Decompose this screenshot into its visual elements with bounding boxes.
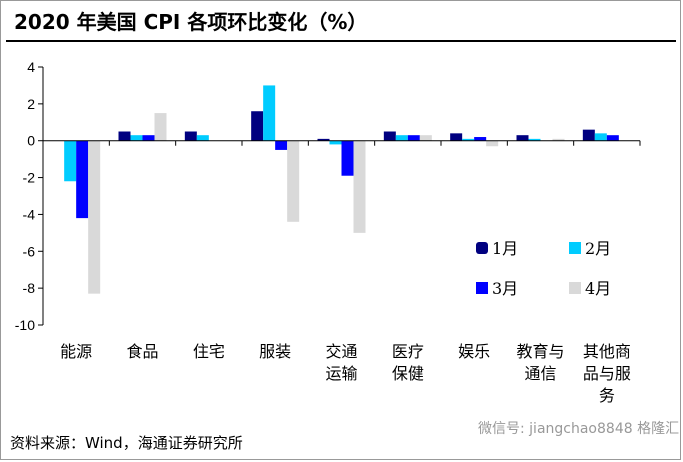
bar-1月 [383, 131, 396, 141]
chart-title: 2020 年美国 CPI 各项环比变化（%） [6, 2, 676, 42]
x-tick-label: 其他商 [583, 342, 631, 361]
bar-4月 [88, 140, 101, 294]
bar-4月 [287, 140, 300, 222]
bar-3月 [407, 135, 420, 141]
legend-label: 4月 [585, 279, 611, 298]
bar-2月 [263, 85, 276, 141]
y-tick-label: -2 [23, 170, 36, 186]
bar-2月 [64, 140, 77, 182]
y-tick-label: -8 [23, 280, 36, 296]
bar-2月 [528, 138, 541, 141]
legend-label: 3月 [492, 279, 518, 298]
x-tick-label: 通信 [524, 364, 556, 383]
bar-2月 [329, 140, 342, 145]
x-tick-label: 医疗 [392, 342, 424, 361]
bar-1月 [251, 111, 264, 141]
legend-swatch [569, 242, 581, 254]
bar-2月 [130, 135, 143, 141]
x-tick-label: 运输 [325, 364, 357, 383]
bar-1月 [582, 129, 595, 141]
legend-label: 2月 [585, 239, 611, 258]
bar-2月 [395, 135, 408, 141]
x-tick-label: 食品 [126, 342, 158, 361]
bar-3月 [341, 140, 354, 176]
y-tick-label: 2 [27, 96, 35, 112]
legend-label: 1月 [492, 239, 518, 258]
y-tick-label: 0 [27, 133, 35, 149]
x-tick-label: 交通 [325, 342, 357, 361]
bar-4月 [154, 113, 167, 141]
y-tick-label: -6 [23, 243, 36, 259]
bar-1月 [317, 138, 330, 141]
legend-swatch [476, 282, 488, 294]
bar-3月 [275, 140, 288, 150]
bar-3月 [606, 135, 619, 141]
bar-1月 [450, 133, 463, 141]
bar-1月 [184, 131, 197, 141]
x-tick-label: 能源 [60, 342, 92, 361]
legend-swatch [476, 242, 488, 254]
bar-1月 [516, 135, 529, 141]
x-tick-label: 教育与 [516, 342, 564, 361]
watermark: 微信号: jiangchao8848 格隆汇 [478, 421, 680, 437]
bar-1月 [118, 131, 131, 141]
bar-2月 [462, 138, 475, 141]
bar-4月 [486, 140, 499, 147]
bar-4月 [552, 138, 565, 141]
bar-2月 [196, 135, 209, 141]
legend-swatch [569, 282, 581, 294]
y-tick-label: -10 [15, 317, 35, 333]
y-tick-label: -4 [23, 206, 36, 222]
bar-3月 [474, 137, 487, 141]
x-tick-label: 保健 [392, 364, 424, 383]
x-tick-label: 服装 [259, 342, 291, 361]
source-note: 资料来源：Wind，海通证券研究所 [10, 434, 243, 452]
bar-4月 [353, 140, 366, 233]
bar-3月 [142, 135, 155, 141]
bar-4月 [419, 135, 432, 141]
y-tick-label: 4 [27, 59, 35, 75]
x-tick-label: 娱乐 [458, 342, 490, 361]
bar-2月 [594, 133, 607, 141]
x-tick-label: 住宅 [193, 342, 225, 361]
bar-3月 [76, 140, 89, 219]
x-tick-label: 务 [599, 386, 615, 405]
x-tick-label: 品与服 [583, 364, 631, 383]
